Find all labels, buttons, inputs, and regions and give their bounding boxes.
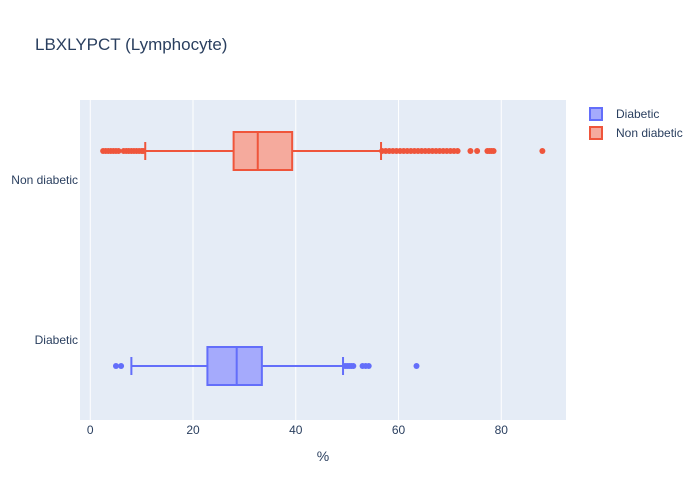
outlier-diabetic-10 <box>413 363 420 369</box>
x-tick-label-40: 40 <box>289 423 303 437</box>
outlier-diabetic-0 <box>112 363 119 369</box>
legend-item-diabetic[interactable]: Diabetic <box>589 107 659 121</box>
x-axis-ticks: 0 20 40 60 80 <box>87 423 508 437</box>
box-iqr-diabetic <box>206 346 263 386</box>
legend-item-non-diabetic[interactable]: Non diabetic <box>589 126 683 140</box>
category-label-diabetic: Diabetic <box>35 333 78 347</box>
outlier-non-diabetic-15 <box>140 148 147 154</box>
outlier-non-diabetic-43 <box>490 148 497 154</box>
legend-label-diabetic: Diabetic <box>616 107 659 121</box>
x-tick-label-20: 20 <box>186 423 200 437</box>
x-tick-label-80: 80 <box>495 423 509 437</box>
outlier-non-diabetic-38 <box>467 148 474 154</box>
legend-swatch-non-diabetic <box>589 126 603 140</box>
legend-swatch-diabetic <box>589 107 603 121</box>
plot-area <box>80 100 566 420</box>
box-diabetic[interactable] <box>112 346 420 386</box>
legend-label-non-diabetic: Non diabetic <box>616 126 683 140</box>
outlier-diabetic-1 <box>118 363 125 369</box>
x-tick-label-60: 60 <box>392 423 406 437</box>
outlier-non-diabetic-39 <box>474 148 481 154</box>
x-axis-title: % <box>317 448 329 464</box>
outlier-diabetic-9 <box>365 363 372 369</box>
outlier-non-diabetic-37 <box>454 148 461 154</box>
box-non-diabetic[interactable] <box>100 131 546 171</box>
category-label-non-diabetic: Non diabetic <box>11 173 78 187</box>
outlier-non-diabetic-6 <box>115 148 122 154</box>
box-plots <box>100 131 546 386</box>
legend[interactable]: Diabetic Non diabetic <box>589 107 683 140</box>
outlier-non-diabetic-44 <box>539 148 546 154</box>
category-labels: Diabetic Non diabetic <box>11 173 78 347</box>
box-iqr-non-diabetic <box>232 131 294 171</box>
chart-title: LBXLYPCT (Lymphocyte) <box>35 35 227 54</box>
outlier-diabetic-6 <box>350 363 357 369</box>
x-tick-label-0: 0 <box>87 423 94 437</box>
